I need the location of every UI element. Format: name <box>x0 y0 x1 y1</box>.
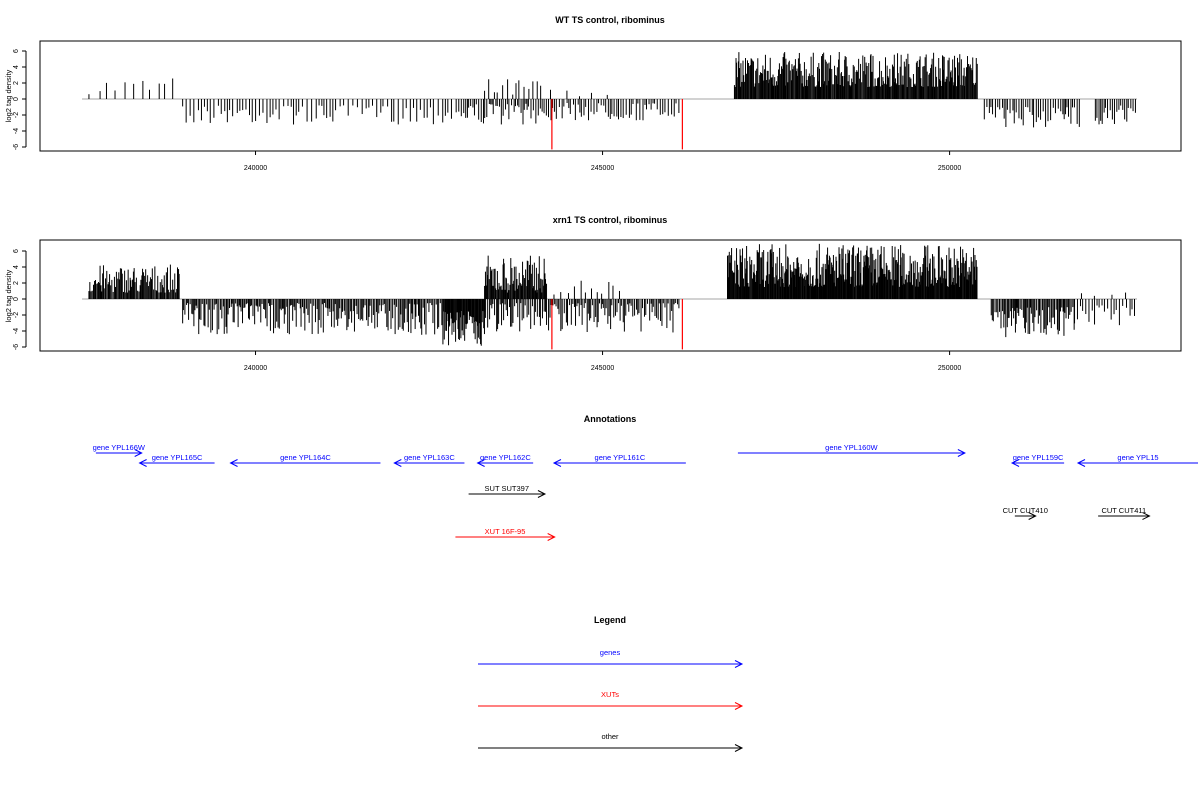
feature-gene: gene YPL163C <box>393 453 465 467</box>
feature-other: CUT CUT410 <box>1003 506 1048 520</box>
panel-wt-y-axis: -6 -4 -2 0 2 4 6 <box>13 49 27 150</box>
arrow-head-left-icon <box>1010 459 1020 467</box>
panel-wt-title: WT TS control, ribominus <box>555 15 665 25</box>
y-tick-label: -6 <box>13 344 20 350</box>
feature-gene: gene YPL164C <box>229 453 381 467</box>
y-tick-label: 6 <box>13 249 20 253</box>
feature-label: gene YPL159C <box>1013 453 1064 462</box>
arrow-head-right-icon <box>957 449 966 457</box>
feature-gene: gene YPL15 <box>1076 453 1198 467</box>
arrow-head-right-icon <box>547 533 556 541</box>
panel-xrn1-ylabel: log2 tag density <box>4 269 13 322</box>
annotations-title: Annotations <box>584 414 637 424</box>
panel-wt: WT TS control, ribominus log2 tag densit… <box>4 15 1182 172</box>
arrow-head-left-icon <box>229 459 238 467</box>
y-tick-label: 4 <box>13 65 20 69</box>
y-tick-label: 0 <box>13 297 20 301</box>
feature-gene: gene YPL161C <box>552 453 686 467</box>
y-tick-label: 2 <box>13 281 20 285</box>
arrow-head-right-icon <box>734 660 744 668</box>
panel-xrn1: xrn1 TS control, ribominus log2 tag dens… <box>4 215 1182 372</box>
panel-wt-ylabel: log2 tag density <box>4 69 13 122</box>
legend-item: other <box>478 732 744 752</box>
feature-gene: gene YPL162C <box>476 453 534 467</box>
y-tick-label: -4 <box>13 328 20 334</box>
feature-gene: gene YPL159C <box>1010 453 1065 467</box>
x-tick-label: 240000 <box>244 365 267 372</box>
y-tick-label: -2 <box>13 312 20 318</box>
feature-gene: gene YPL165C <box>138 453 215 467</box>
arrow-head-right-icon <box>734 744 744 752</box>
y-tick-label: -6 <box>13 144 20 150</box>
arrow-head-right-icon <box>134 449 143 457</box>
feature-label: gene YPL162C <box>480 453 531 462</box>
arrow-head-left-icon <box>393 459 402 467</box>
legend-label: other <box>601 732 619 741</box>
feature-gene: gene YPL166W <box>93 443 146 457</box>
feature-other: SUT SUT397 <box>468 484 547 498</box>
feature-xut: XUT 16F-95 <box>455 527 556 541</box>
panel-xrn1-y-axis: -6 -4 -2 0 2 4 6 <box>13 249 27 350</box>
feature-label: gene YPL163C <box>404 453 455 462</box>
panel-xrn1-title: xrn1 TS control, ribominus <box>553 215 668 225</box>
feature-label: gene YPL165C <box>152 453 203 462</box>
x-tick-label: 250000 <box>938 165 961 172</box>
y-tick-label: 6 <box>13 49 20 53</box>
panel-wt-bars <box>82 52 1137 150</box>
feature-label: CUT CUT411 <box>1101 506 1146 515</box>
panel-wt-x-axis: 240000 245000 250000 <box>244 150 961 172</box>
y-tick-label: 0 <box>13 97 20 101</box>
panel-xrn1-bars <box>82 243 1137 350</box>
feature-label: gene YPL161C <box>595 453 646 462</box>
arrow-head-right-icon <box>537 490 547 498</box>
legend-label: XUTs <box>601 690 619 699</box>
feature-gene: gene YPL160W <box>737 443 966 457</box>
y-tick-label: -4 <box>13 128 20 134</box>
legend-label: genes <box>600 648 621 657</box>
legend-title: Legend <box>594 615 626 625</box>
arrow-head-right-icon <box>1142 512 1151 520</box>
feature-label: SUT SUT397 <box>485 484 529 493</box>
legend-items: genes XUTs other <box>478 648 744 752</box>
panel-xrn1-x-axis: 240000 245000 250000 <box>244 350 961 372</box>
arrow-head-left-icon <box>552 459 562 467</box>
x-tick-label: 245000 <box>591 365 614 372</box>
y-tick-label: 4 <box>13 265 20 269</box>
legend-item: XUTs <box>478 690 744 710</box>
feature-label: CUT CUT410 <box>1003 506 1048 515</box>
panel-xrn1-frame <box>39 239 1182 352</box>
arrow-head-right-icon <box>1028 512 1037 520</box>
x-tick-label: 250000 <box>938 365 961 372</box>
arrow-head-left-icon <box>476 459 485 467</box>
feature-label: gene YPL160W <box>825 443 878 452</box>
annotations-features: gene YPL166W gene YPL165C gene YPL164C gene… <box>93 443 1198 541</box>
y-tick-label: 2 <box>13 81 20 85</box>
arrow-head-left-icon <box>138 459 147 467</box>
arrow-head-right-icon <box>734 702 744 710</box>
feature-other: CUT CUT411 <box>1098 506 1151 520</box>
feature-label: gene YPL164C <box>280 453 331 462</box>
feature-label: XUT 16F-95 <box>485 527 526 536</box>
panel-wt-frame <box>39 40 1182 152</box>
legend-item: genes <box>478 648 744 668</box>
feature-label: gene YPL15 <box>1117 453 1158 462</box>
x-tick-label: 245000 <box>591 165 614 172</box>
y-tick-label: -2 <box>13 112 20 118</box>
legend: Legend genes XUTs other <box>478 615 744 752</box>
x-tick-label: 240000 <box>244 165 267 172</box>
feature-label: gene YPL166W <box>93 443 146 452</box>
arrow-head-left-icon <box>1076 459 1086 467</box>
